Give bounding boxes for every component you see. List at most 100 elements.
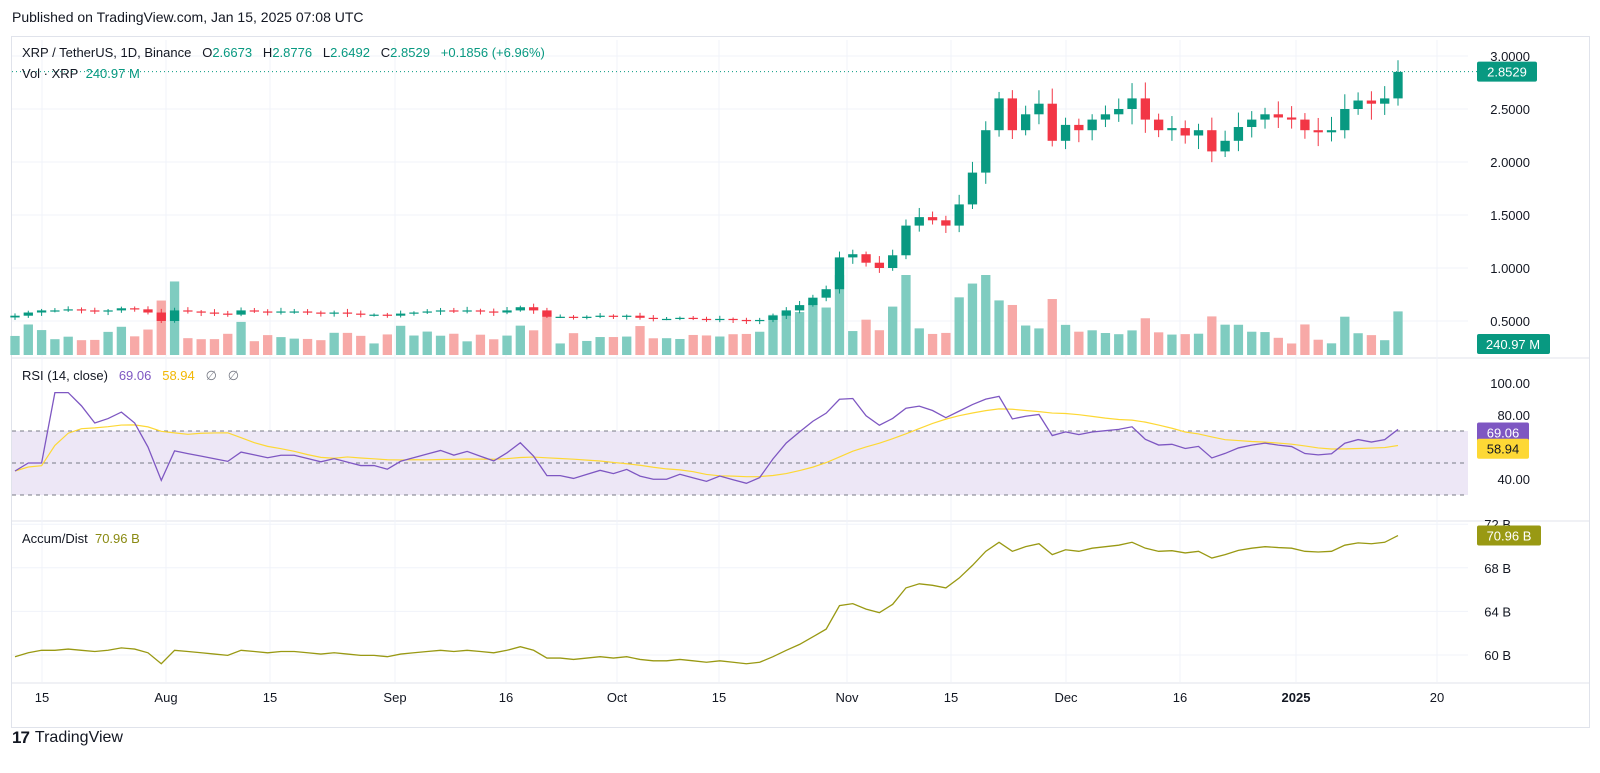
candle-body [169,310,180,321]
candle-body [874,262,885,268]
x-tick-label: 15 [944,690,958,705]
volume-bar [1220,324,1230,355]
volume-bar [1273,337,1283,355]
candle-body [967,172,978,205]
rsi-value-badge [1477,422,1529,443]
rsi-tick-label: 80.00 [1497,408,1530,423]
volume-bar [449,333,459,355]
x-tick-label: Sep [383,690,406,705]
candle-body [1220,140,1230,152]
symbol-label[interactable]: XRP / TetherUS, 1D, Binance [22,45,192,60]
candle-body [728,318,738,321]
volume-bar [808,302,818,355]
candle-body [50,310,60,312]
candle-body [888,255,898,268]
candle-body [927,217,938,221]
tradingview-logo[interactable]: 17 TradingView [12,728,123,748]
candles [10,60,1403,325]
volume-bar [1260,332,1270,355]
candle-body [861,254,871,263]
open-label: O [202,45,213,60]
x-tick-label: 15 [263,690,277,705]
candle-body [688,317,698,320]
volume-bar [263,335,273,355]
ad-label[interactable]: Accum/Dist [22,531,88,546]
candle-body [1047,103,1057,141]
rsi-ma-badge [1477,438,1529,459]
high-value: 2.8776 [272,45,313,60]
candle-body [1393,71,1403,99]
candle-body [648,317,658,320]
volume-bar [1233,324,1244,355]
candle-body [781,310,791,316]
volume-bar [622,336,632,355]
volume-bar [954,297,964,355]
x-tick-label: Dec [1054,690,1078,705]
candle-body [555,316,565,318]
candle-body [515,307,525,311]
volume-bar [1020,325,1031,355]
volume-bar [994,300,1004,355]
volume-bar [715,336,725,355]
volume-bar [515,325,525,355]
candle-body [1313,130,1323,133]
volume-bar [1180,334,1190,355]
candle-body [608,315,619,317]
volume-bar [409,335,419,355]
price-tick-label: 2.5000 [1490,102,1530,117]
volume-bar [276,337,286,355]
volume-bar [156,300,166,355]
candle-body [1020,114,1031,131]
volume-bar [489,339,499,355]
candle-body [568,316,579,318]
candle-body [1233,127,1244,141]
volume-bar [1207,316,1217,355]
rsi-label[interactable]: RSI (14, close) [22,368,108,383]
volume-bar [1127,330,1137,355]
last-volume-badge [1477,334,1550,354]
candle-body [143,309,153,313]
volume-bar [223,333,233,355]
rsi-tick-label: 40.00 [1497,472,1530,487]
x-tick-label: Aug [154,690,177,705]
candle-body [635,315,645,318]
volume-bar [143,329,153,355]
volume-bar [1393,311,1403,355]
volume-bar [435,335,446,355]
candle-body [36,310,47,313]
ad-tick-label: 68 B [1484,561,1511,576]
x-tick-label: 2025 [1282,690,1311,705]
volume-bar [1087,330,1097,355]
volume-bar [1326,343,1337,355]
candle-body [941,220,951,226]
low-value: 2.6492 [330,45,370,60]
last-price-badge [1477,61,1537,82]
volume-bar [635,326,645,355]
volume-label[interactable]: Vol · XRP [22,66,79,81]
tradingview-logo-icon: 17 [12,728,30,747]
candle-body [462,310,472,312]
candle-body [701,318,712,321]
volume-bar [10,335,20,355]
volume-bar [528,330,539,355]
candle-body [954,204,964,226]
volume-bar [76,340,87,355]
candle-body [489,311,499,313]
candle-body [1074,124,1084,131]
ad-value-badge [1477,525,1541,546]
rsi-empty-1: ∅ [205,368,217,383]
rsi-line [14,391,1399,484]
volume-bar [701,335,712,355]
volume-bar [834,275,845,355]
volume-bar [183,338,193,355]
volume-bar [249,341,260,355]
x-tick-label: 16 [499,690,513,705]
volume-bar [755,331,765,355]
candle-body [542,310,552,317]
candle-body [715,318,725,321]
volume-bar [1193,333,1204,355]
volume-bar [1366,335,1377,355]
candle-body [808,297,818,306]
candle-body [76,309,87,311]
